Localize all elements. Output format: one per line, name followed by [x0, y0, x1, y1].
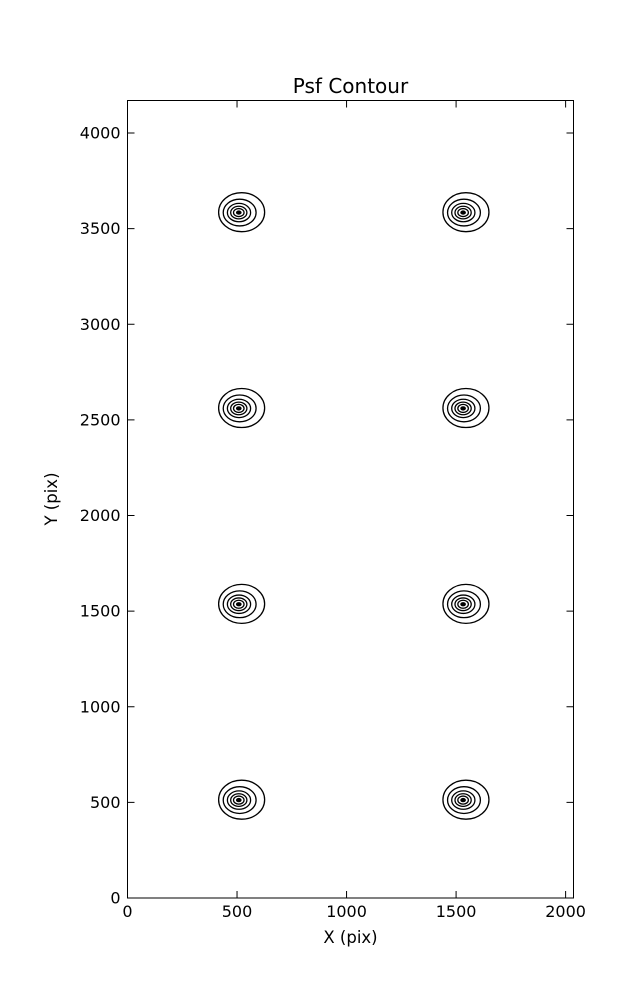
chart-title: Psf Contour — [293, 74, 409, 98]
psf-contour-blob — [442, 583, 490, 625]
contour-ring — [226, 790, 252, 810]
contour-center-dot — [460, 406, 466, 411]
psf-contour-blob — [442, 779, 490, 820]
contour-center-dot — [460, 602, 466, 607]
psf-contour-blob — [217, 387, 266, 429]
contour-ring — [226, 202, 252, 223]
y-tick-label: 2000 — [80, 506, 121, 525]
contour-ring — [454, 205, 472, 220]
contour-ring — [457, 403, 470, 414]
contour-ring — [230, 597, 248, 612]
contour-center-dot — [460, 797, 466, 803]
x-tick-label: 0 — [122, 902, 132, 921]
tick-labels-layer: 0 500 1000 1500 2000 0 500 1000 1500 2000 2500 3000… — [80, 124, 586, 921]
psf-contour-blob — [217, 779, 266, 820]
contour-ring — [232, 795, 245, 805]
contour-ring — [457, 795, 470, 805]
psf-contour-blob — [442, 192, 490, 233]
contour-center-dot — [460, 210, 466, 215]
y-tick-label: 3000 — [80, 315, 121, 334]
contour-ring — [222, 786, 257, 815]
contour-ring — [226, 398, 252, 419]
axes-frame — [127, 100, 574, 899]
contour-ring — [451, 398, 476, 419]
x-tick-label: 1500 — [436, 902, 477, 921]
contour-ring — [232, 599, 245, 609]
contour-center-dot — [235, 602, 242, 607]
y-tick-label: 1000 — [80, 697, 121, 716]
y-tick-label: 0 — [110, 889, 120, 908]
contour-ring — [222, 198, 257, 227]
x-tick-label: 500 — [222, 902, 253, 921]
contour-ring — [442, 583, 490, 625]
contour-ring — [226, 594, 252, 615]
contour-ring — [230, 401, 248, 416]
contour-ring — [230, 793, 248, 808]
ticks-layer — [127, 100, 574, 899]
y-tick-label: 2500 — [80, 410, 121, 429]
y-axis-label: Y (pix) — [42, 472, 61, 526]
y-tick-label: 3500 — [80, 219, 121, 238]
contours-layer — [217, 192, 490, 820]
contour-ring — [446, 786, 482, 815]
contour-ring — [230, 205, 248, 220]
y-tick-label: 500 — [90, 793, 121, 812]
contour-ring — [217, 583, 266, 625]
contour-ring — [217, 779, 266, 820]
psf-contour-blob — [442, 387, 490, 429]
contour-ring — [217, 387, 266, 429]
y-tick-label: 4000 — [80, 124, 121, 143]
contour-ring — [222, 394, 257, 423]
x-tick-label: 1000 — [326, 902, 367, 921]
psf-contour-blob — [217, 583, 266, 625]
contour-ring — [446, 394, 482, 423]
contour-center-dot — [235, 210, 242, 215]
contour-center-dot — [235, 406, 242, 411]
contour-ring — [222, 590, 257, 619]
contour-ring — [232, 207, 245, 218]
contour-ring — [442, 779, 490, 820]
contour-ring — [451, 790, 476, 810]
contour-ring — [446, 198, 482, 227]
contour-ring — [454, 793, 472, 808]
contour-center-dot — [235, 797, 242, 803]
contour-ring — [457, 207, 470, 218]
contour-ring — [442, 387, 490, 429]
contour-ring — [442, 192, 490, 233]
contour-ring — [217, 192, 266, 233]
contour-ring — [446, 590, 482, 619]
x-tick-label: 2000 — [545, 902, 586, 921]
contour-ring — [232, 403, 245, 414]
psf-contour-blob — [217, 192, 266, 233]
contour-ring — [451, 202, 476, 223]
contour-ring — [454, 401, 472, 416]
contour-ring — [454, 597, 472, 612]
x-axis-label: X (pix) — [323, 928, 377, 947]
contour-ring — [457, 599, 470, 609]
y-tick-label: 1500 — [80, 602, 121, 621]
contour-ring — [451, 594, 476, 615]
